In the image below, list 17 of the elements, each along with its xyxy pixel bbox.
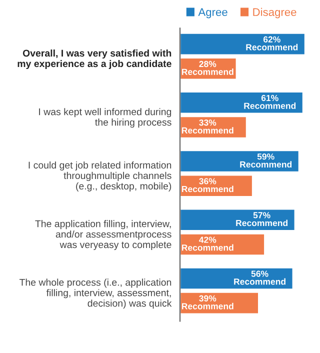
y-tick-label: I could get job related information throughmultiple channels (e.g., desktop, mobile) bbox=[28, 161, 172, 192]
data-label: 61% Recommend bbox=[244, 94, 296, 109]
data-label: 36% Recommend bbox=[182, 178, 234, 192]
data-label: 28% Recommend bbox=[182, 60, 234, 75]
data-label: 39% Recommend bbox=[182, 295, 234, 310]
y-tick-label: The whole process (i.e., application filling, interview, assessment, decision) was quick bbox=[20, 278, 172, 309]
legend-label: Agree bbox=[198, 8, 228, 18]
legend-label: Disagree bbox=[253, 8, 296, 18]
data-label: 56% Recommend bbox=[234, 270, 286, 285]
y-tick-label: The application filling, interview, and/or assessmentprocess was veryeasy to complete bbox=[35, 220, 172, 250]
data-label: 62% Recommend bbox=[246, 36, 298, 50]
y-tick-label: Overall, I was very satisfied with my experience as a job candidate bbox=[18, 49, 172, 70]
data-label: 57% Recommend bbox=[236, 212, 288, 226]
data-label: 42% Recommend bbox=[182, 236, 234, 251]
data-label: 33% Recommend bbox=[182, 120, 234, 134]
data-label: 59% Recommend bbox=[240, 153, 292, 168]
y-tick-label: I was kept well informed during the hiring process bbox=[39, 108, 172, 128]
